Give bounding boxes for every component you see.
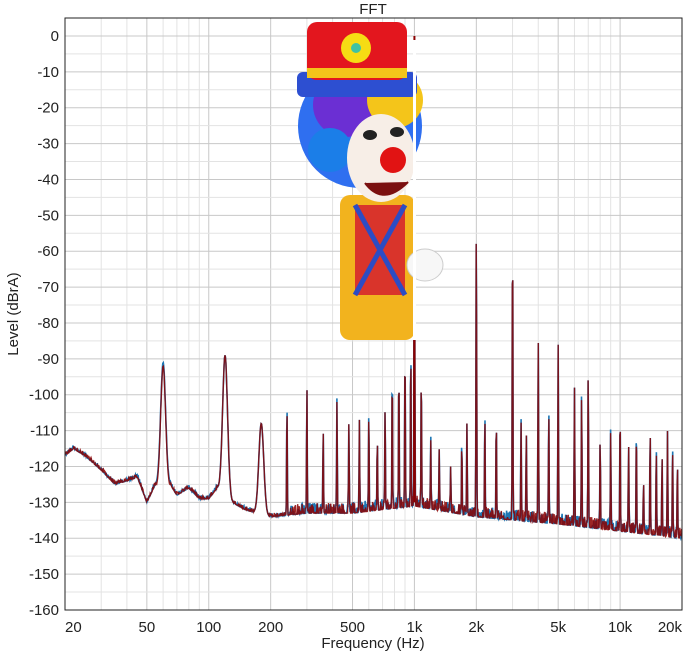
plot-frame bbox=[64, 17, 683, 611]
x-tick-label: 500 bbox=[340, 619, 365, 636]
y-tick-label: -150 bbox=[29, 566, 59, 583]
x-tick-label: 50 bbox=[138, 619, 155, 636]
y-tick-label: -120 bbox=[29, 458, 59, 475]
chart-title: FFT bbox=[359, 1, 387, 18]
y-tick-label: -40 bbox=[37, 171, 59, 188]
y-tick-label: -70 bbox=[37, 279, 59, 296]
y-tick-label: -90 bbox=[37, 351, 59, 368]
y-tick-label: -110 bbox=[30, 423, 59, 440]
y-axis-title: Level (dBrA) bbox=[5, 272, 22, 355]
series-2-line bbox=[65, 44, 682, 539]
x-tick-label: 200 bbox=[258, 619, 283, 636]
y-tick-label: -100 bbox=[29, 387, 59, 404]
y-tick-label: -130 bbox=[29, 494, 59, 511]
y-tick-label: -140 bbox=[29, 530, 59, 547]
x-axis: 20 50 100 200 500 1k 2k 5k 10k 20k bbox=[65, 619, 682, 636]
x-axis-title: Frequency (Hz) bbox=[321, 635, 424, 652]
y-tick-label: -20 bbox=[37, 100, 59, 117]
y-tick-label: -60 bbox=[37, 243, 59, 260]
y-axis: 0 -10 -20 -30 -40 -50 -60 -70 -80 -90 -100 -110 -120… bbox=[29, 28, 59, 619]
y-tick-label: -80 bbox=[37, 315, 59, 332]
x-tick-label: 5k bbox=[550, 619, 566, 636]
x-tick-label: 20k bbox=[658, 619, 683, 636]
y-tick-label: -160 bbox=[29, 602, 59, 619]
x-tick-label: 1k bbox=[406, 619, 422, 636]
y-tick-label: -10 bbox=[37, 64, 59, 81]
y-tick-label: 0 bbox=[51, 28, 59, 45]
x-tick-label: 20 bbox=[65, 619, 82, 636]
y-tick-label: -50 bbox=[37, 207, 59, 224]
grid bbox=[64, 18, 683, 611]
clown-image bbox=[297, 22, 444, 340]
x-tick-label: 10k bbox=[608, 619, 633, 636]
x-tick-label: 100 bbox=[196, 619, 221, 636]
y-tick-label: -30 bbox=[37, 136, 59, 153]
x-tick-label: 2k bbox=[468, 619, 484, 636]
